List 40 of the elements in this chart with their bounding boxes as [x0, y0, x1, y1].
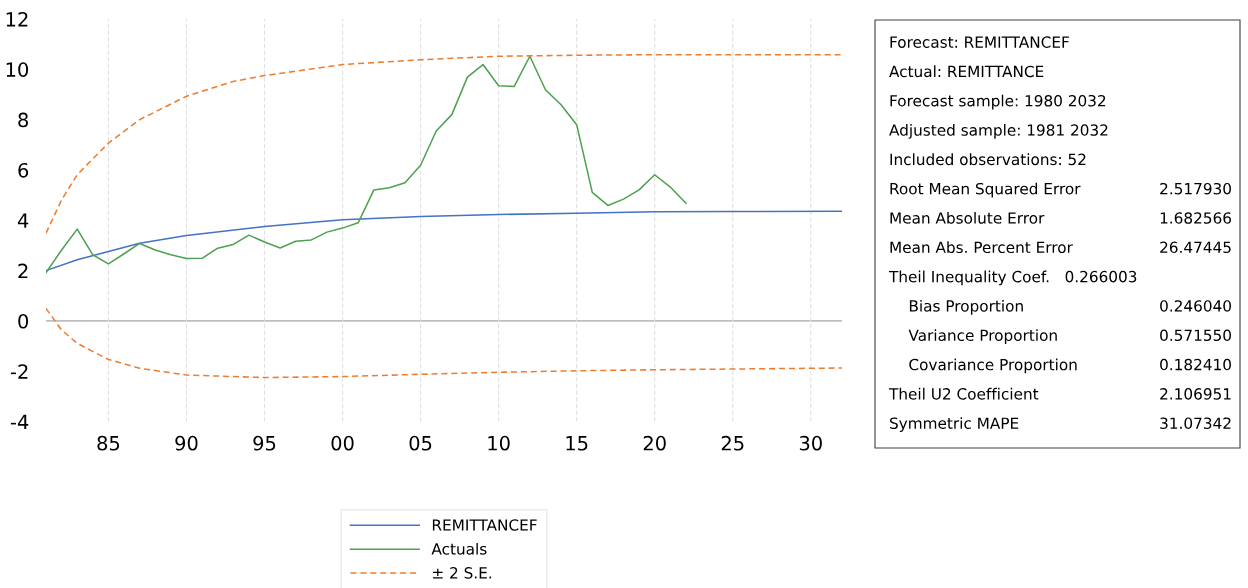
y-tick-label: -4 [10, 414, 29, 429]
y-tick-label: 0 [18, 313, 29, 329]
text: Actual: REMITTANCE [889, 65, 1044, 78]
legend-label: ± 2 S.E. [433, 567, 492, 579]
line-series [46, 307, 842, 379]
x-tick-label: 10 [488, 435, 510, 451]
text: Included observations: 52 [890, 153, 1086, 166]
x-tick-label: 15 [566, 436, 588, 451]
text: Adjusted sample: 1981 2032 [889, 124, 1108, 139]
y-tick-label: 12 [6, 11, 28, 27]
text: Mean Absolute Error 1.682566 [890, 211, 1232, 224]
text: Theil U2 Coefficient 2.106951 [888, 387, 1231, 400]
text: Forecast: REMITTANCEF [890, 36, 1069, 48]
legend-label: REMITTANCEF [432, 519, 537, 531]
y-tick-label: 10 [6, 62, 29, 77]
x-tick-label: 25 [721, 435, 744, 451]
y-tick-label: 4 [17, 213, 29, 228]
text: Variance Proportion 0.571550 [908, 329, 1231, 344]
x-tick-label: 85 [97, 435, 120, 451]
line-series [46, 55, 687, 274]
y-tick-label: 6 [18, 162, 29, 178]
text: Bias Proportion 0.246040 [909, 299, 1231, 315]
text: Forecast sample: 1980 2032 [890, 94, 1106, 110]
x-tick-label: 00 [331, 435, 354, 451]
y-tick-label: -2 [10, 364, 28, 379]
text: Theil Inequality Coef. 0.266003 [888, 270, 1137, 286]
x-tick-label: 95 [253, 435, 276, 451]
text: Mean Abs. Percent Error 26.47445 [890, 241, 1231, 254]
text: Root Mean Squared Error 2.517930 [890, 182, 1231, 198]
line-series [46, 53, 842, 234]
text: Symmetric MAPE 31.07342 [890, 417, 1231, 432]
legend-label: Actuals [431, 542, 487, 555]
text: Covariance Proportion 0.182410 [909, 358, 1231, 374]
x-tick-label: 30 [799, 435, 822, 451]
y-tick-label: 2 [18, 263, 28, 279]
x-tick-label: 20 [643, 435, 666, 451]
x-tick-label: 05 [409, 435, 432, 451]
y-tick-label: 8 [18, 112, 28, 128]
x-tick-label: 90 [175, 435, 198, 451]
line-series [46, 210, 842, 272]
